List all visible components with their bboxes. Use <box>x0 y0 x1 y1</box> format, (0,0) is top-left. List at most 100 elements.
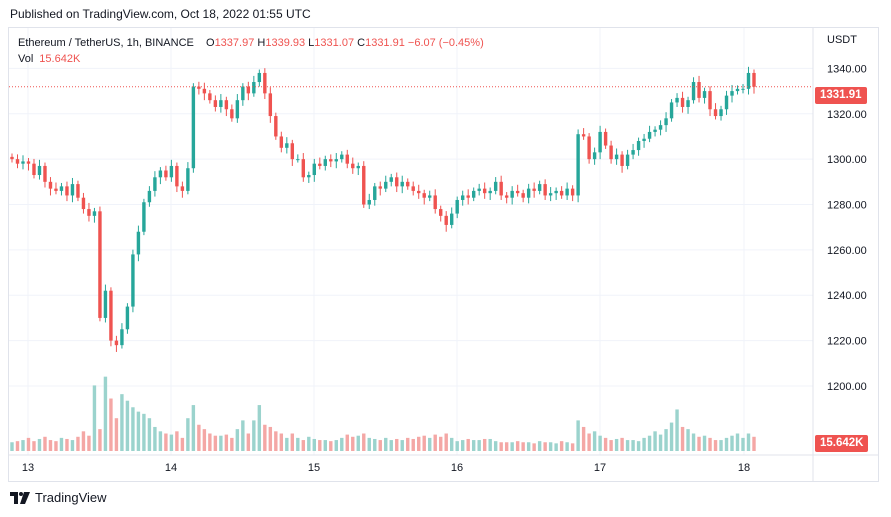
candle-body <box>719 109 723 117</box>
volume-bar <box>537 441 542 451</box>
candle-body <box>59 186 64 191</box>
candle-body <box>164 170 168 178</box>
candle-body <box>713 109 718 117</box>
candle-body <box>65 186 69 196</box>
high-label: H <box>257 37 266 49</box>
candle-body <box>488 190 492 194</box>
candle-body <box>680 97 685 107</box>
volume-bar <box>724 437 729 451</box>
candle-body <box>526 188 531 198</box>
candle-body <box>532 188 536 191</box>
candle-body <box>384 181 388 189</box>
candle-body <box>752 72 756 87</box>
volume-bar <box>730 435 734 451</box>
candle-body <box>603 131 608 146</box>
candle-body <box>76 184 80 198</box>
candle-body <box>219 100 223 107</box>
volume-bar <box>504 442 509 451</box>
low-value: 1331.07 <box>314 37 355 49</box>
volume-bar <box>32 441 36 451</box>
candle-body <box>598 131 602 153</box>
candle-body <box>180 186 185 191</box>
volume-bar <box>301 440 306 451</box>
volume-bar <box>114 418 119 451</box>
candle-body <box>136 231 141 255</box>
candle-body <box>466 195 470 198</box>
price-legend: Ethereum / TetherUS, 1h, BINANCE O1337.9… <box>18 35 484 51</box>
y-tick-label: 1340.00 <box>827 63 867 75</box>
volume-bar <box>59 437 64 451</box>
volume-bar <box>411 438 415 451</box>
volume-bar <box>367 437 371 451</box>
candle-body <box>274 116 278 137</box>
volume-bar <box>422 435 426 451</box>
candle-body <box>37 165 42 176</box>
candle-body <box>142 202 146 232</box>
candle-body <box>406 181 410 187</box>
volume-bar <box>37 438 42 451</box>
volume-bar <box>334 440 338 451</box>
candle-body <box>224 100 229 110</box>
x-tick-label: 15 <box>308 462 320 474</box>
candle-body <box>252 82 256 94</box>
candle-body <box>268 93 273 117</box>
volume-bar <box>186 418 190 451</box>
volume-bar <box>417 436 421 451</box>
volume-bar <box>312 438 317 451</box>
candle-body <box>230 109 234 119</box>
volume-bar <box>603 437 608 451</box>
candle-body <box>581 134 586 137</box>
brand-name: TradingView <box>35 490 107 505</box>
candle-body <box>493 181 498 191</box>
candle-body <box>592 152 597 160</box>
volume-bar <box>636 441 641 451</box>
volume-bar <box>164 433 168 451</box>
volume-bar <box>54 441 58 451</box>
volume-bar <box>131 407 135 451</box>
volume-bar <box>191 405 196 451</box>
volume-bar <box>587 433 591 451</box>
volume-bar <box>406 437 410 451</box>
candle-body <box>636 141 641 151</box>
volume-bar <box>285 437 289 451</box>
volume-bar <box>444 433 448 451</box>
candle-body <box>559 190 564 196</box>
volume-bar <box>521 442 525 451</box>
volume-bar <box>510 442 514 451</box>
volume-bar <box>658 434 663 451</box>
tradingview-logo-icon <box>10 491 30 504</box>
candle-body <box>301 159 306 178</box>
candle-body <box>246 86 251 94</box>
candle-body <box>213 100 218 107</box>
candle-body <box>378 186 382 189</box>
candle-body <box>98 211 102 318</box>
volume-bar <box>21 440 25 451</box>
last-price-badge: 1331.91 <box>815 87 867 104</box>
candle-body <box>329 159 333 162</box>
high-value: 1339.93 <box>265 37 306 49</box>
volume-legend: Vol 15.642K <box>18 51 80 67</box>
chart-frame[interactable] <box>8 27 879 482</box>
volume-bar <box>318 440 322 451</box>
y-tick-label: 1300.00 <box>827 154 867 166</box>
y-tick-label: 1280.00 <box>827 200 867 212</box>
candle-body <box>691 82 696 101</box>
last-volume-badge: 15.642K <box>815 435 869 452</box>
volume-bar <box>153 426 157 451</box>
candle-body <box>686 100 690 107</box>
candle-body <box>334 159 338 162</box>
volume-bar <box>279 433 284 451</box>
candle-body <box>10 156 14 160</box>
candle-body <box>191 86 196 169</box>
volume-bar <box>620 437 624 451</box>
volume-bar <box>213 435 218 451</box>
volume-bar <box>592 431 597 451</box>
candle-body <box>197 86 201 89</box>
brand[interactable]: TradingView <box>10 490 107 505</box>
candle-body <box>554 190 558 194</box>
volume-bar <box>515 441 520 451</box>
volume-bar <box>290 433 295 451</box>
candle-body <box>263 72 267 94</box>
open-label: O <box>206 37 215 49</box>
